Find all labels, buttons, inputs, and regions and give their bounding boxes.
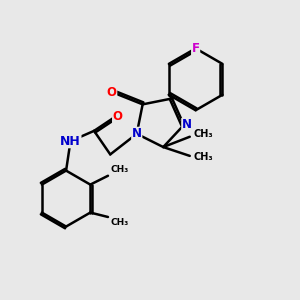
Text: N: N xyxy=(132,127,142,140)
Text: CH₃: CH₃ xyxy=(110,165,129,174)
Text: O: O xyxy=(107,86,117,99)
Text: F: F xyxy=(192,42,200,55)
Text: N: N xyxy=(182,118,192,131)
Text: NH: NH xyxy=(60,135,81,148)
Text: CH₃: CH₃ xyxy=(110,218,129,227)
Text: CH₃: CH₃ xyxy=(193,129,213,140)
Text: O: O xyxy=(112,110,123,123)
Text: CH₃: CH₃ xyxy=(193,152,213,162)
